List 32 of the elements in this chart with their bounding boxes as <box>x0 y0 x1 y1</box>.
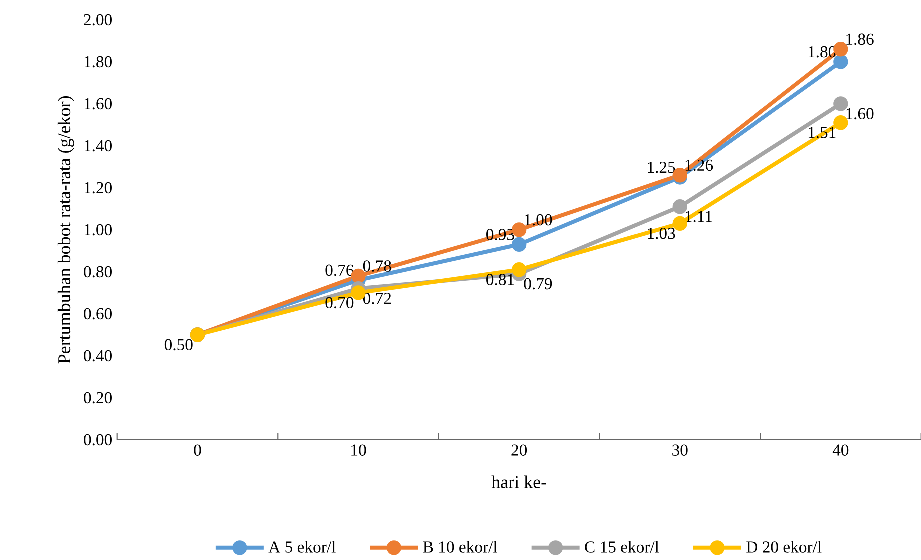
data-label: 0.50 <box>164 339 193 351</box>
y-axis-title: Pertumbuhan bobot rata-rata (g/ekor) <box>58 96 74 364</box>
legend-label: B 10 ekor/l <box>423 541 498 553</box>
data-label: 0.78 <box>363 260 392 272</box>
y-tick-label: 0.00 <box>84 434 112 446</box>
y-tick-label: 0.80 <box>84 266 112 278</box>
x-tick-label: 20 <box>512 444 528 456</box>
y-tick-label: 1.80 <box>84 56 112 68</box>
y-tick-label: 2.00 <box>84 14 112 26</box>
x-axis-title: hari ke- <box>492 476 546 488</box>
data-label: 1.03 <box>648 228 676 240</box>
data-label: 0.79 <box>524 278 552 290</box>
data-label: 0.81 <box>486 274 514 286</box>
data-label: 1.60 <box>846 108 874 120</box>
y-tick-label: 0.60 <box>84 308 112 320</box>
legend-label: A 5 ekor/l <box>268 541 336 553</box>
x-tick-label: 40 <box>832 444 849 456</box>
data-label: 1.86 <box>846 34 874 46</box>
x-tick-label: 10 <box>352 444 366 456</box>
y-tick-label: 0.20 <box>84 392 112 404</box>
data-label: 1.25 <box>648 162 676 174</box>
data-label: 0.93 <box>486 229 514 240</box>
y-tick-label: 1.40 <box>84 140 112 152</box>
data-label: 0.70 <box>326 297 354 309</box>
y-tick-label: 1.00 <box>84 224 112 236</box>
legend-label: C 15 ekor/l <box>585 541 660 553</box>
y-tick-label: 1.60 <box>84 98 112 110</box>
y-tick-label: 0.40 <box>84 350 112 362</box>
x-tick-label: 0 <box>194 444 202 456</box>
x-tick-label: 30 <box>672 444 688 456</box>
y-tick-label: 1.20 <box>84 182 112 194</box>
legend-label: D 20 ekor/l <box>746 541 822 553</box>
